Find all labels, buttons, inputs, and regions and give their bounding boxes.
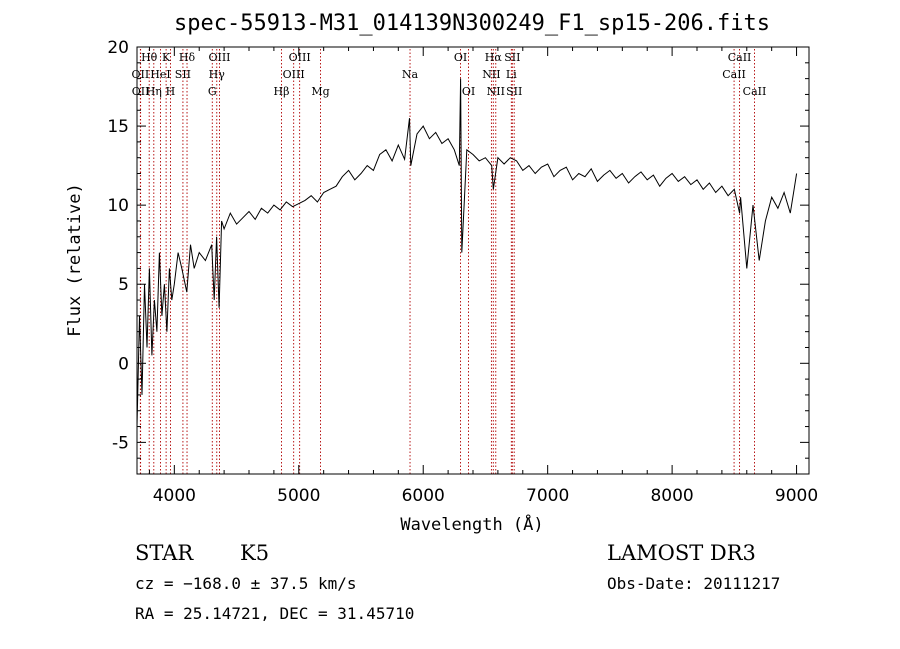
- emission-line-label: Na: [402, 68, 419, 81]
- emission-line-label: H: [166, 85, 176, 98]
- x-tick-label: 8000: [650, 486, 693, 506]
- y-tick-label: 20: [107, 38, 129, 58]
- x-axis-label: Wavelength (Å): [400, 513, 543, 535]
- emission-line-label: OIII: [283, 68, 305, 81]
- emission-line-label: SII: [175, 68, 191, 81]
- ra-dec: RA = 25.14721, DEC = 31.45710: [135, 604, 414, 623]
- emission-line-label: Hδ: [179, 51, 196, 64]
- emission-line-label: OI: [462, 85, 475, 98]
- emission-line-label: Hβ: [274, 85, 290, 98]
- plot-frame: [136, 46, 810, 475]
- emission-line-labels: Hθ OII OII K HeI Hη H Hδ SII OIII Hγ G OIII OIII Hβ Mg N…: [132, 51, 767, 98]
- chart-title: spec-55913-M31_014139N300249_F1_sp15-206…: [174, 11, 770, 36]
- emission-line-label: Hγ: [209, 68, 226, 81]
- observation-date: Obs-Date: 20111217: [607, 574, 780, 593]
- emission-line-label: SII: [506, 85, 522, 98]
- emission-line-label: OII: [132, 68, 150, 81]
- emission-line-label: NII: [487, 85, 505, 98]
- y-tick-label: -5: [112, 433, 129, 453]
- emission-line-label: OIII: [289, 51, 311, 64]
- y-tick-label: 10: [107, 196, 129, 216]
- y-axis-ticks: -5 0 5 10 15 20: [107, 38, 809, 459]
- emission-line-label: SII: [504, 51, 520, 64]
- y-axis-label: Flux (relative): [65, 183, 85, 337]
- emission-line-label: G: [208, 85, 217, 98]
- emission-line-label: Mg: [311, 85, 329, 98]
- y-tick-label: 5: [118, 275, 129, 295]
- emission-line-label: Hα: [485, 51, 503, 64]
- emission-line-label: CaII: [743, 85, 767, 98]
- x-tick-label: 7000: [526, 486, 569, 506]
- object-subclass: K5: [240, 541, 269, 565]
- x-tick-label: 6000: [402, 486, 445, 506]
- redshift-cz: cz = −168.0 ± 37.5 km/s: [135, 574, 357, 593]
- x-tick-label: 9000: [775, 486, 818, 506]
- spectrum-series-line: [136, 78, 798, 427]
- x-tick-label: 4000: [153, 486, 196, 506]
- emission-line-label: OII: [132, 85, 150, 98]
- emission-line-label: Hη: [146, 85, 162, 98]
- x-tick-label: 5000: [277, 486, 320, 506]
- emission-line-label: Li: [506, 68, 517, 81]
- y-tick-label: 15: [107, 117, 129, 137]
- object-class: STAR: [135, 541, 194, 565]
- survey-name: LAMOST DR3: [607, 541, 756, 565]
- emission-line-label: OIII: [208, 51, 230, 64]
- emission-line-label: CaII: [722, 68, 746, 81]
- emission-line-label: Hθ: [141, 51, 158, 64]
- x-axis-ticks: 4000 5000 6000 7000 8000 9000: [148, 47, 818, 506]
- emission-line-label: CaII: [728, 51, 752, 64]
- emission-line-label: NII: [482, 68, 500, 81]
- emission-line-label: HeI: [150, 68, 170, 81]
- emission-line-markers: [139, 49, 755, 474]
- emission-line-label: OI: [454, 51, 467, 64]
- emission-line-label: K: [162, 51, 171, 64]
- y-tick-label: 0: [118, 354, 129, 374]
